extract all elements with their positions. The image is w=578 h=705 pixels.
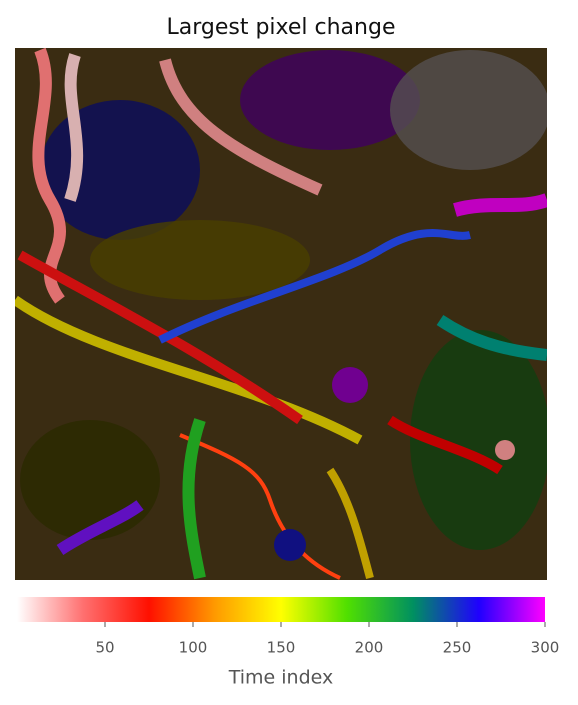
colorbar-label: Time index <box>228 667 334 689</box>
colorbar-tick-label: 200 <box>355 639 384 657</box>
chart-title: Largest pixel change <box>166 15 395 40</box>
colorbar <box>17 597 545 622</box>
colorbar-tick-label: 250 <box>443 639 472 657</box>
colorbar-tick-label: 300 <box>531 639 560 657</box>
image <box>15 48 547 580</box>
colorbar-tick-label: 100 <box>179 639 208 657</box>
colorbar-tick-label: 150 <box>267 639 296 657</box>
colorbar-tick-label: 50 <box>95 639 114 657</box>
